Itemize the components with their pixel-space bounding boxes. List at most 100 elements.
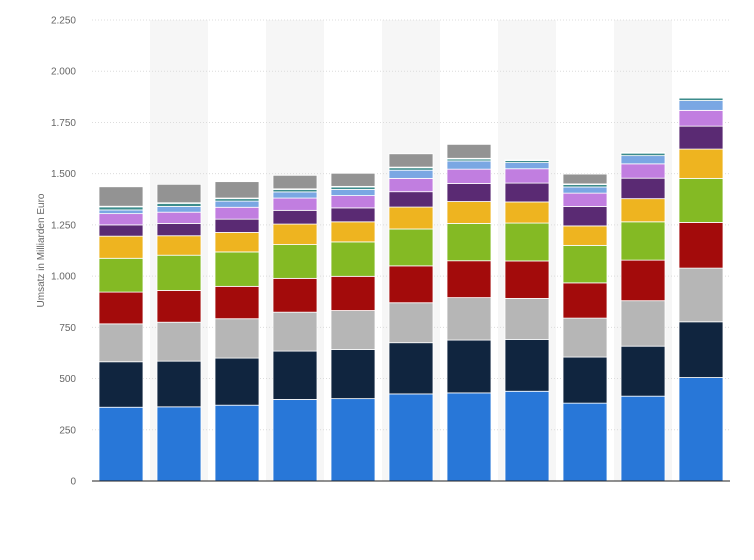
bar-segment [330, 349, 376, 400]
bar-segment [620, 221, 666, 261]
bar-segment [446, 160, 492, 170]
bar-segment [678, 148, 724, 179]
bar-segment [214, 285, 260, 320]
bar-segment [98, 213, 144, 226]
bar-segment [214, 251, 260, 287]
bar-segment [446, 143, 492, 159]
bar-segment [98, 361, 144, 408]
y-tick-label: 250 [59, 425, 76, 436]
bar-segment [388, 153, 434, 168]
bar-stack [504, 159, 550, 482]
bar-segment [272, 277, 318, 313]
bar-segment [98, 186, 144, 207]
bar-stack [620, 152, 666, 482]
bar-segment [562, 192, 608, 207]
bar-segment [214, 318, 260, 359]
bar-segment [678, 377, 724, 482]
bar-stack [562, 173, 608, 482]
bar-segment [330, 310, 376, 350]
bar-segment [504, 298, 550, 340]
bar-segment [388, 302, 434, 344]
bar-segment [504, 260, 550, 299]
bar-segment [620, 395, 666, 482]
bar-segment [562, 317, 608, 358]
bar-segment [620, 300, 666, 347]
bar-segment [504, 339, 550, 392]
bar-segment [156, 223, 202, 237]
bar-segment [446, 168, 492, 184]
bar-segment [214, 200, 260, 208]
bar-segment [272, 223, 318, 245]
bar-segment [98, 235, 144, 259]
bar-stack [446, 143, 492, 482]
bar-segment [562, 173, 608, 185]
bar-segment [330, 241, 376, 277]
bar-segment [446, 223, 492, 262]
bar-stacks [98, 97, 724, 482]
bar-segment [98, 206, 144, 211]
y-tick-label: 1.000 [51, 272, 76, 283]
y-tick-label: 2.000 [51, 67, 76, 78]
bar-segment [330, 172, 376, 187]
bar-segment [156, 183, 202, 204]
bar-segment [98, 406, 144, 482]
bar-segment [330, 195, 376, 209]
bar-segment [156, 360, 202, 408]
bar-segment [98, 291, 144, 325]
bar-segment [678, 267, 724, 323]
bar-segment [562, 206, 608, 227]
bar-segment [272, 350, 318, 400]
bar-segment [330, 398, 376, 482]
y-axis-title: Umsatz in Milliarden Euro [36, 193, 47, 307]
bar-segment [98, 209, 144, 215]
bar-segment [214, 232, 260, 253]
bar-segment [156, 211, 202, 224]
y-tick-label: 0 [70, 477, 76, 488]
y-tick-label: 500 [59, 374, 76, 385]
bar-segment [504, 168, 550, 184]
bar-segment [388, 393, 434, 482]
bar-segment [620, 163, 666, 179]
bar-segment [272, 399, 318, 482]
bar-segment [272, 197, 318, 211]
bar-segment [562, 186, 608, 194]
y-tick-label: 750 [59, 323, 76, 334]
bar-segment [678, 125, 724, 150]
bar-segment [156, 321, 202, 362]
bar-segment [388, 265, 434, 304]
bar-segment [678, 97, 724, 99]
bar-segment [678, 109, 724, 127]
bar-segment [214, 206, 260, 220]
y-tick-label: 1.500 [51, 169, 76, 180]
bar-segment [214, 404, 260, 482]
bar-segment [272, 174, 318, 190]
y-tick-label: 2.250 [51, 16, 76, 27]
bar-segment [388, 206, 434, 230]
bar-segment [272, 191, 318, 199]
bar-stack [388, 153, 434, 482]
bar-segment [272, 209, 318, 225]
bar-segment [620, 152, 666, 154]
bar-segment [446, 260, 492, 299]
y-tick-label: 1.750 [51, 118, 76, 129]
bar-segment [156, 406, 202, 482]
bar-segment [388, 169, 434, 179]
bar-stack [678, 97, 724, 482]
bar-stack [330, 172, 376, 482]
bar-stack [214, 181, 260, 482]
bar-segment [504, 390, 550, 482]
bar-segment [388, 177, 434, 193]
bar-segment [388, 228, 434, 267]
bar-segment [98, 323, 144, 363]
bar-segment [330, 207, 376, 223]
bar-segment [330, 221, 376, 243]
bar-stack [272, 174, 318, 482]
bar-segment [620, 198, 666, 223]
y-axis-ticks: 0 250 500 750 1.000 1.250 1.500 1.750 2.000 2.250 [51, 16, 76, 488]
bar-segment [446, 339, 492, 394]
bar-segment [562, 225, 608, 246]
bar-segment [156, 202, 202, 207]
bar-segment [446, 297, 492, 341]
